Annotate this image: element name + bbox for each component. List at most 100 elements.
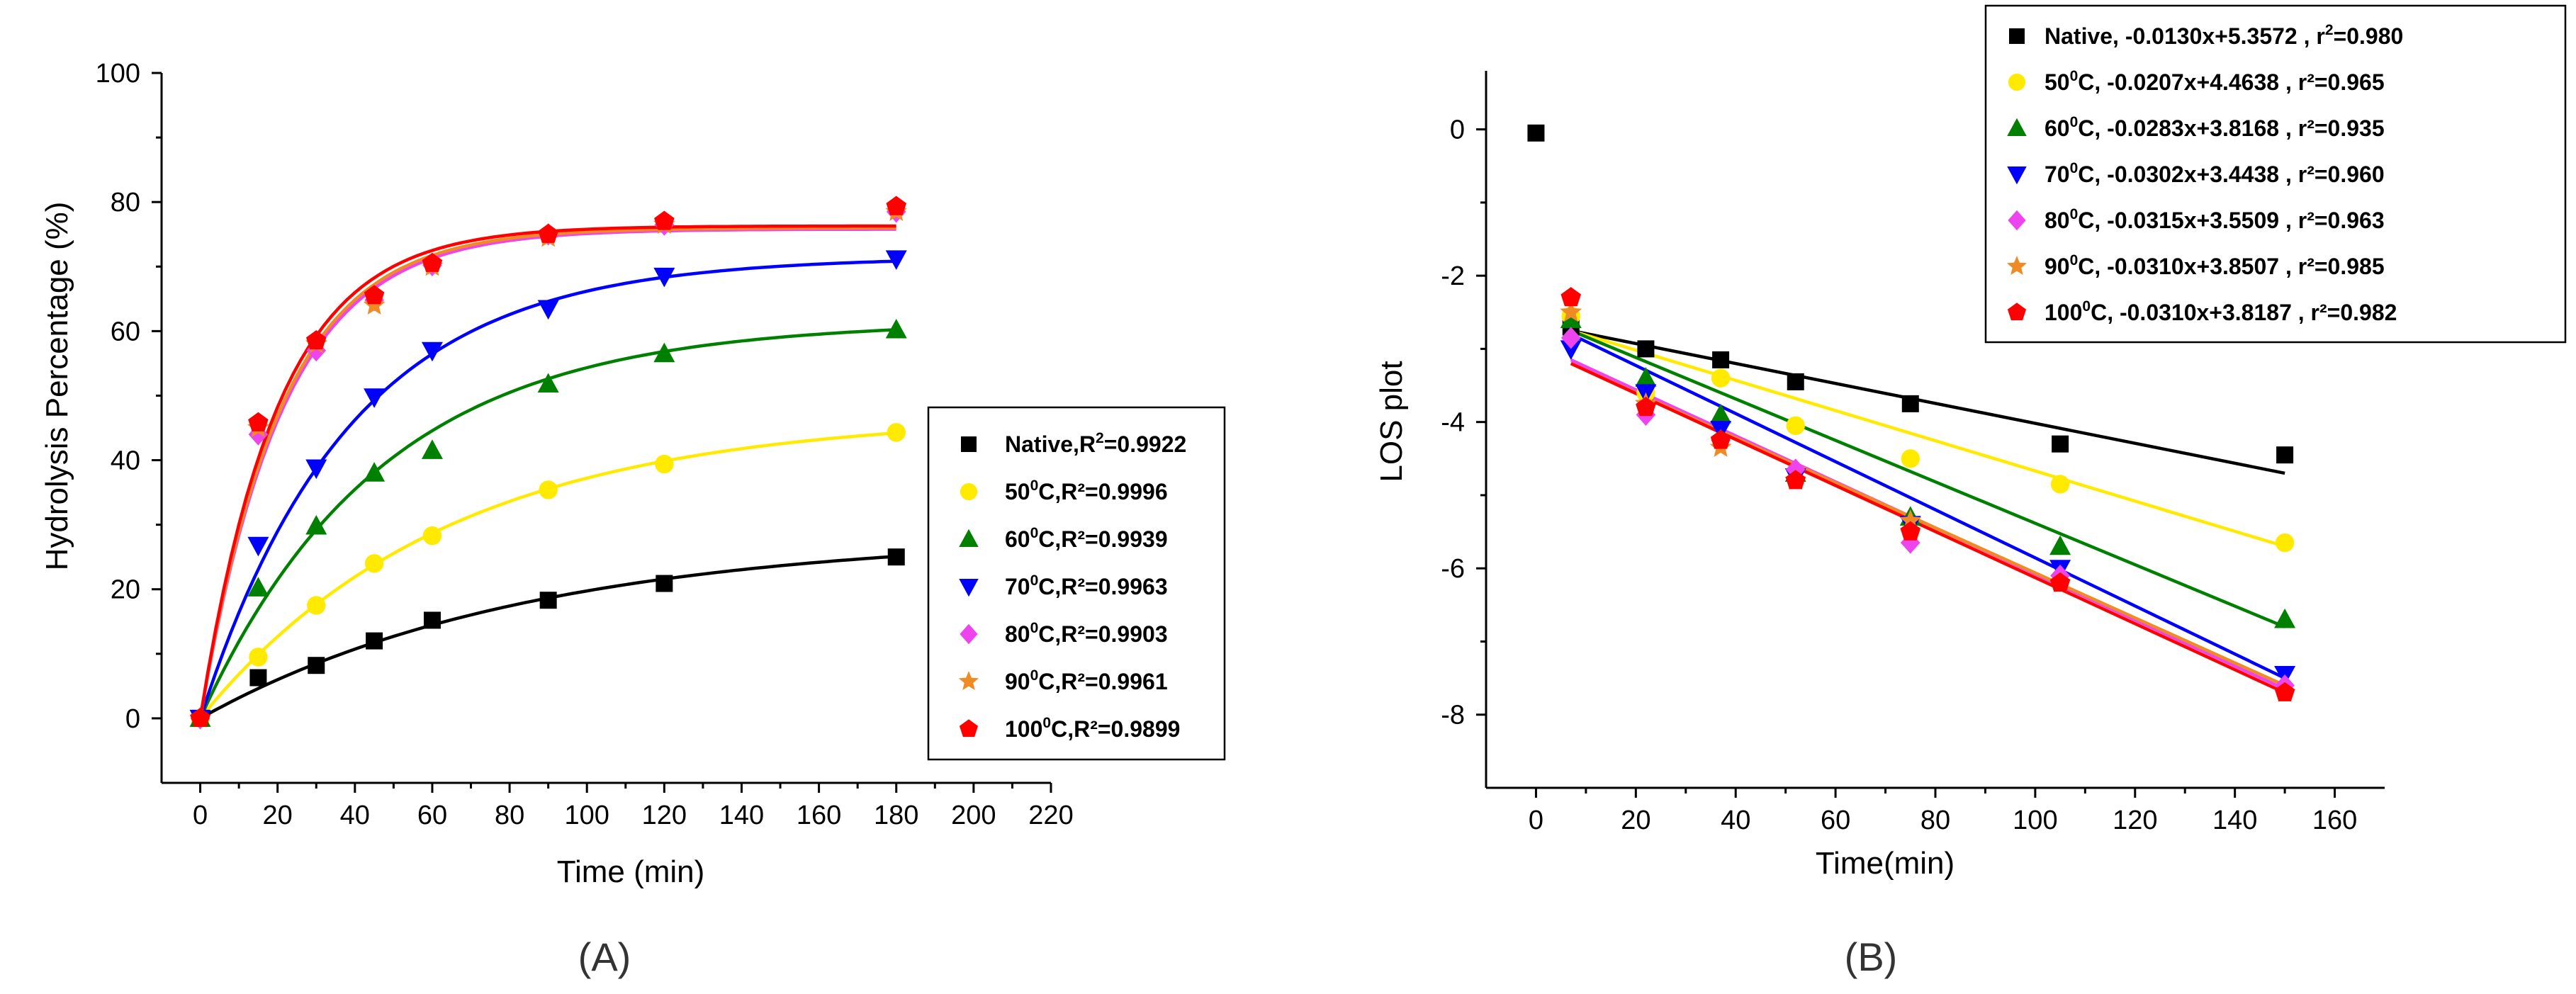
panel-a-data-point [653,342,675,363]
panel-a-data-point [305,514,327,535]
panel-b-data-point [2274,682,2295,701]
panel-a-y-tick-label: 100 [96,59,140,89]
panel-a-data-point [653,267,675,288]
panel-b-legend-marker [2008,73,2026,91]
panel-b-data-point [2049,535,2071,555]
panel-a-x-tick-label: 80 [495,801,524,830]
panel-a-data-point [539,592,557,609]
panel-b-x-tick-label: 80 [1920,806,1950,835]
panel-b-legend-marker [2006,256,2027,276]
panel-a-y-tick-label: 0 [125,704,140,734]
panel-a-legend-marker [960,623,978,645]
panel-b-data-point [2276,446,2294,464]
panel-b-label: (B) [1845,934,1898,979]
panel-a-data-point [538,223,558,243]
panel-b-data-point [1711,368,1731,388]
panel-a-data-point [247,577,269,597]
panel-a-data-point [305,330,327,350]
panel-a-legend-label: 700C,R²=0.9963 [1005,572,1168,599]
panel-b-data-point [1899,509,1922,531]
panel-b-x-axis-title: Time(min) [1816,846,1955,881]
panel-b-legend-label: 900C, -0.0310x+3.8507 , r²=0.985 [2045,252,2385,279]
panel-b-fit-line [1570,329,2285,475]
panel-b-legend-label: 500C, -0.0207x+4.4638 , r²=0.965 [2045,68,2385,95]
panel-b-legend-marker [2007,166,2027,185]
panel-b-data-point [1637,340,1655,358]
panel-a-axes: 0 20 40 60 80 100 120 140 160 180 200 220 0 20 40 60 80 1… [96,59,1074,830]
panel-a-x-tick-label: 160 [797,801,841,830]
panel-a-legend-box [927,406,1226,761]
panel-b-data-point [2274,608,2296,628]
panel-a-y-axis-title: Hydrolysis Percentage (%) [40,202,74,571]
panel-a-data-point [249,648,268,667]
panel-b-y-tick-label: -8 [1441,701,1465,730]
panel-b-legend-label: 1000C, -0.0310x+3.8187 , r²=0.982 [2045,298,2397,325]
panel-a-data-point [248,412,269,431]
panel-a-data-point [364,462,386,482]
panel-a-x-tick-label: 120 [642,801,687,830]
panel-b-data-point [1560,308,1582,329]
panel-b-legend-box [1984,4,2567,344]
panel-b-x-tick-label: 40 [1721,806,1750,835]
panel-a-label: (A) [578,934,631,979]
panel-a-data-point [885,318,907,339]
panel-b-data-point [1527,124,1545,142]
panel-a-data-point [364,285,385,305]
panel-a-data-point [366,632,383,650]
panel-a-fit-curves [198,224,896,720]
panel-b-legend: Native, -0.0130x+5.3572 , r2=0.980 500C, … [1984,4,2567,344]
panel-b-data-point [1900,521,1921,541]
panel-a-data-points [189,196,908,730]
panel-b: 0 20 40 60 80 100 120 140 160 0 -2 -4 -6 -8 Time(min)… [1374,4,2567,979]
panel-b-data-point [1901,449,1920,468]
panel-a-y-tick-label: 80 [111,188,140,218]
panel-b-data-point [2052,435,2069,453]
panel-a-legend-label: 900C,R²=0.9961 [1005,667,1168,694]
panel-a-y-tick-label: 60 [111,317,140,346]
panel-a-data-point [305,459,327,480]
panel-b-y-tick-label: 0 [1450,115,1465,145]
panel-b-legend-label: Native, -0.0130x+5.3572 , r2=0.980 [2045,22,2403,49]
panel-b-x-tick-label: 60 [1821,806,1850,835]
panel-a-data-point [422,526,442,546]
panel-b-data-point [1560,340,1582,361]
panel-b-data-point [2049,572,2071,592]
panel-a-legend-label: 800C,R²=0.9903 [1005,620,1168,647]
panel-a-data-point [537,300,559,320]
panel-b-fit-line [1570,332,2286,680]
panel-b-data-point [1560,300,1582,322]
panel-a-data-point [887,548,905,566]
panel-b-data-point [1712,351,1730,368]
panel-a-x-tick-label: 180 [874,801,918,830]
panel-b-x-tick-label: 0 [1529,806,1543,835]
panel-a-legend-label: 600C,R²=0.9939 [1005,525,1168,552]
panel-a-fit-curve [198,431,896,720]
panel-a-data-point [249,669,267,687]
panel-a-data-point [364,554,384,573]
panel-b-fit-line [1570,329,2285,628]
panel-a-data-point [887,423,906,442]
panel-a-y-tick-label: 40 [111,446,140,476]
panel-b-x-tick-label: 120 [2113,806,2157,835]
panel-b-axes: 0 20 40 60 80 100 120 140 160 0 -2 -4 -6 -8 [1441,71,2385,835]
panel-a-legend-label: 500C,R²=0.9996 [1005,478,1168,504]
panel-b-data-point [1787,373,1804,390]
panel-b-y-tick-label: -2 [1441,261,1465,291]
panel-b-data-point [1901,395,1919,412]
panel-a: 0 20 40 60 80 100 120 140 160 180 200 220 0 20 40 60 80 1… [40,59,1226,979]
panel-a-data-point [247,536,269,557]
panel-b-data-point [1560,287,1582,307]
panel-b-legend-label: 600C, -0.0283x+3.8168 , r²=0.935 [2045,114,2385,141]
panel-b-legend-label: 800C, -0.0315x+3.5509 , r²=0.963 [2045,206,2385,233]
panel-a-data-point [190,707,210,728]
panel-a-data-point [886,196,907,215]
panel-a-legend-marker [960,482,978,501]
panel-a-y-tick-label: 20 [111,575,140,605]
panel-b-legend-marker [2008,210,2026,231]
panel-a-x-tick-label: 140 [719,801,764,830]
panel-b-y-tick-label: -6 [1441,554,1465,584]
panel-a-legend-marker [959,579,979,597]
panel-b-x-tick-label: 100 [2013,806,2057,835]
panel-b-data-point [1636,397,1656,417]
